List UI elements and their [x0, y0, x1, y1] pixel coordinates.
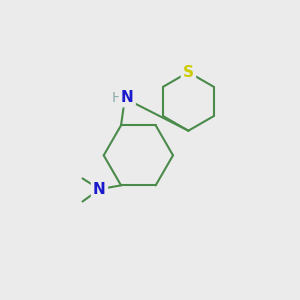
Text: N: N	[121, 90, 134, 105]
Text: N: N	[93, 182, 106, 197]
Text: S: S	[183, 65, 194, 80]
Text: H: H	[112, 91, 122, 105]
